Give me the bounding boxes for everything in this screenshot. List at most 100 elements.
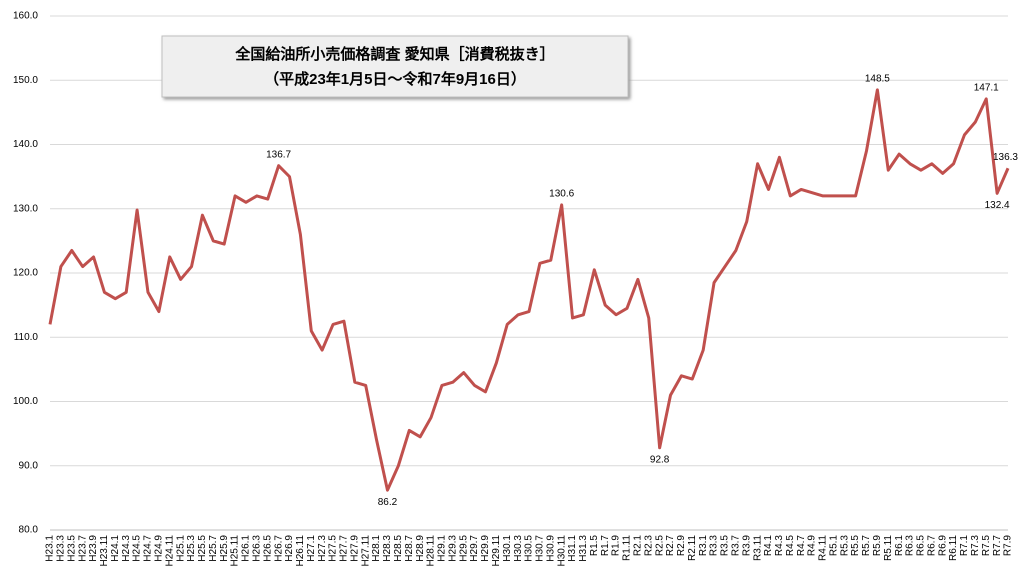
data-label: 86.2 [378, 497, 398, 508]
plot-area: 80.0 90.0 100.0 110.0 120.0 130.0 140.0 150.0 16… [13, 11, 1018, 567]
x-tick-label: H23.1 [45, 535, 56, 562]
x-tick-label: H23.11 [99, 535, 110, 567]
x-tick-label: H27.11 [360, 535, 371, 567]
x-tick-label: H28.7 [404, 535, 415, 562]
x-tick-label: H27.7 [339, 535, 350, 562]
y-tick-label: 160.0 [13, 11, 38, 22]
x-tick-label: R5.7 [861, 535, 872, 557]
x-tick-label: H30.5 [524, 535, 535, 562]
x-tick-label: R6.11 [948, 535, 959, 561]
x-tick-label: H26.1 [241, 535, 252, 562]
x-tick-label: R1.11 [622, 535, 633, 561]
x-tick-label: R7.7 [992, 535, 1003, 557]
data-label: 147.1 [974, 83, 999, 94]
x-tick-label: H26.5 [262, 535, 273, 562]
x-tick-label: H31.1 [567, 535, 578, 562]
x-tick-label: R3.5 [720, 535, 731, 557]
data-label: 132.4 [985, 200, 1010, 211]
x-tick-label: H29.5 [458, 535, 469, 562]
x-tick-label: H27.5 [328, 535, 339, 562]
x-tick-label: H23.9 [88, 535, 99, 562]
x-tick-label: H28.5 [393, 535, 404, 562]
x-tick-label: R4.7 [796, 535, 807, 557]
y-tick-label: 140.0 [13, 139, 38, 150]
x-tick-label: R4.3 [774, 535, 785, 557]
x-tick-label: H28.1 [371, 535, 382, 562]
x-tick-label: H30.3 [513, 535, 524, 562]
x-tick-label: H29.11 [491, 535, 502, 567]
x-tick-label: H25.1 [175, 535, 186, 562]
x-tick-label: H24.9 [154, 535, 165, 562]
x-tick-label: R5.3 [839, 535, 850, 557]
x-tick-label: R2.1 [633, 535, 644, 557]
x-tick-label: H25.11 [230, 535, 241, 567]
x-tick-label: R5.1 [828, 535, 839, 557]
x-tick-label: H26.3 [251, 535, 262, 562]
x-tick-label: H26.7 [273, 535, 284, 562]
x-tick-label: R4.1 [763, 535, 774, 557]
x-tick-label: R6.5 [916, 535, 927, 557]
y-tick-label: 150.0 [13, 75, 38, 86]
y-tick-label: 110.0 [14, 332, 39, 343]
y-tick-label: 90.0 [19, 460, 39, 471]
x-tick-label: H30.9 [545, 535, 556, 562]
x-tick-label: R4.11 [818, 535, 829, 561]
x-tick-label: R5.5 [850, 535, 861, 557]
x-tick-label: H30.1 [502, 535, 513, 562]
y-tick-label: 80.0 [19, 525, 39, 536]
x-tick-label: R1.7 [600, 535, 611, 557]
x-tick-label: R6.9 [937, 535, 948, 557]
y-tick-label: 100.0 [13, 396, 38, 407]
x-tick-label: R1.9 [611, 535, 622, 557]
x-tick-label: H26.9 [284, 535, 295, 562]
x-tick-label: R2.5 [654, 535, 665, 557]
x-tick-label: R7.5 [981, 535, 992, 557]
x-tick-label: R3.7 [730, 535, 741, 557]
x-tick-label: H25.5 [197, 535, 208, 562]
x-tick-label: R5.9 [872, 535, 883, 557]
data-label: 130.6 [549, 189, 574, 200]
price-line [48, 88, 1010, 492]
x-tick-label: R2.7 [665, 535, 676, 557]
x-tick-label: R3.3 [709, 535, 720, 557]
y-tick-label: 130.0 [13, 203, 38, 214]
x-tick-label: H29.1 [437, 535, 448, 562]
x-tick-label: H28.11 [426, 535, 437, 567]
x-tick-label: H24.3 [121, 535, 132, 562]
x-tick-label: H31.3 [578, 535, 589, 562]
title-box [161, 35, 629, 98]
x-tick-label: H24.11 [164, 535, 175, 567]
x-tick-label: H24.1 [110, 535, 121, 562]
x-tick-label: R6.7 [926, 535, 937, 557]
x-tick-label: R2.11 [687, 535, 698, 561]
x-tick-label: R3.9 [741, 535, 752, 557]
x-tick-label: H29.3 [447, 535, 458, 562]
chart-subtitle: （平成23年1月5日～令和7年9月16日） [264, 70, 526, 88]
x-tick-label: H24.7 [143, 535, 154, 562]
x-tick-label: R4.9 [807, 535, 818, 557]
y-tick-label: 120.0 [13, 268, 38, 279]
data-label: 136.7 [266, 149, 291, 160]
x-tick-label: R5.11 [883, 535, 894, 561]
x-tick-label: R3.1 [698, 535, 709, 557]
x-tick-label: R7.1 [959, 535, 970, 557]
x-tick-label: H23.3 [56, 535, 67, 562]
x-tick-label: R7.3 [970, 535, 981, 557]
x-tick-label: H25.3 [186, 535, 197, 562]
x-tick-label: H26.11 [295, 535, 306, 567]
data-label: 148.5 [865, 74, 890, 85]
x-tick-label: H25.7 [208, 535, 219, 562]
chart-title: 全国給油所小売価格調査 愛知県［消費税抜き］ [234, 45, 554, 63]
x-tick-label: R7.9 [1003, 535, 1014, 557]
x-tick-label: H24.5 [132, 535, 143, 562]
x-tick-label: R4.5 [785, 535, 796, 557]
data-label: 92.8 [650, 454, 670, 465]
x-tick-label: R2.9 [676, 535, 687, 557]
x-tick-label: H27.1 [306, 535, 317, 562]
x-tick-label: R6.3 [905, 535, 916, 557]
x-tick-label: H30.11 [556, 535, 567, 567]
x-tick-label: R3.11 [752, 535, 763, 561]
x-tick-label: H23.7 [77, 535, 88, 562]
x-tick-label: H29.9 [480, 535, 491, 562]
x-tick-label: H25.9 [219, 535, 230, 562]
